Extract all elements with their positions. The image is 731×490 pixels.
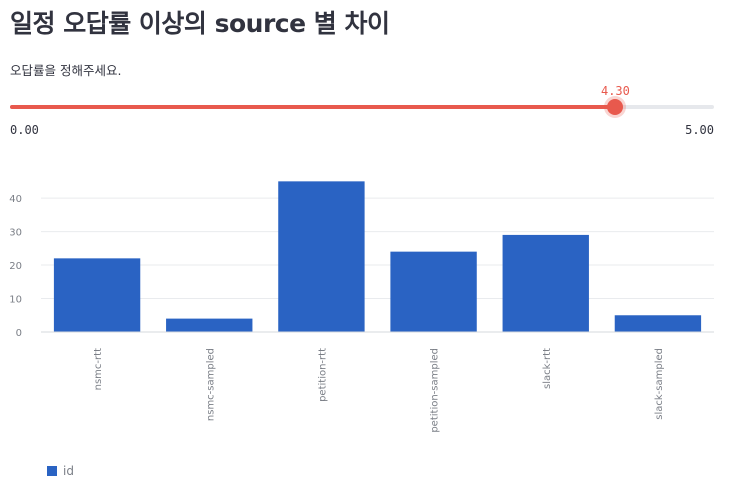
y-tick-label: 0 bbox=[16, 328, 22, 339]
slider-min-label: 0.00 bbox=[10, 123, 39, 137]
y-tick-label: 30 bbox=[9, 228, 22, 239]
bar-petition-sampled bbox=[390, 251, 477, 332]
y-tick-label: 20 bbox=[9, 261, 22, 272]
bar-slack-sampled bbox=[614, 315, 702, 332]
bar-nsmc-sampled bbox=[166, 318, 253, 332]
bar-chart: 0 10 20 30 40 nsmc-rtt nsmc-sampled petition-rt… bbox=[9, 181, 714, 433]
legend-label: id bbox=[63, 464, 74, 478]
x-tick-label: nsmc-sampled bbox=[205, 348, 216, 421]
page-title: 일정 오답률 이상의 source 별 차이 bbox=[10, 9, 390, 38]
error-rate-slider[interactable]: 4.30 0.00 5.00 bbox=[10, 80, 714, 140]
bar-petition-rtt bbox=[278, 181, 365, 332]
x-tick-label: petition-rtt bbox=[317, 348, 328, 402]
slider-fill bbox=[10, 105, 616, 109]
chart-legend: id bbox=[47, 464, 74, 478]
legend-swatch bbox=[47, 466, 57, 476]
x-tick-label: slack-rtt bbox=[542, 348, 553, 389]
x-tick-label: nsmc-rtt bbox=[93, 348, 104, 390]
slider-label: 오답률을 정해주세요. bbox=[10, 63, 122, 78]
x-tick-label: petition-sampled bbox=[430, 348, 441, 433]
slider-value: 4.30 bbox=[600, 84, 630, 98]
y-tick-label: 40 bbox=[9, 194, 22, 205]
x-tick-label: slack-sampled bbox=[654, 348, 665, 420]
slider-track[interactable] bbox=[10, 105, 714, 109]
slider-thumb[interactable] bbox=[607, 99, 624, 115]
bar-nsmc-rtt bbox=[53, 258, 141, 332]
slider-max-label: 5.00 bbox=[685, 123, 714, 137]
bar-slack-rtt bbox=[502, 234, 589, 332]
y-tick-label: 10 bbox=[9, 295, 22, 306]
